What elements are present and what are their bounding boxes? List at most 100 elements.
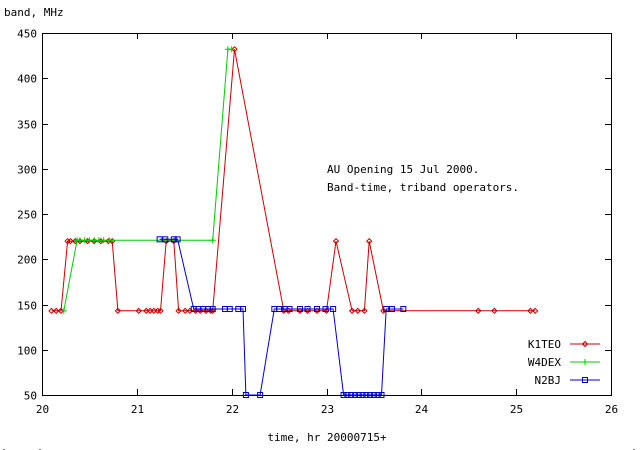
data-point	[209, 307, 216, 315]
data-point	[209, 237, 216, 244]
x-tick-label: 25	[510, 403, 523, 416]
x-axis: 20 21 22 23 24 25 26	[36, 33, 618, 416]
data-point	[192, 307, 199, 315]
y-tick-label: 50	[24, 390, 37, 403]
y-tick-label: 200	[17, 254, 37, 267]
data-point	[240, 306, 247, 313]
data-point	[365, 237, 373, 245]
data-point	[388, 306, 395, 313]
legend-item-n2bj: N2BJ	[535, 374, 600, 387]
x-tick-label: 22	[226, 403, 239, 416]
data-point	[378, 392, 385, 398]
x-tick-label: 23	[321, 403, 334, 416]
data-point	[348, 307, 356, 315]
data-point	[340, 392, 347, 398]
data-point	[491, 307, 498, 315]
data-point	[135, 307, 142, 315]
data-point	[370, 392, 377, 398]
data-point	[344, 392, 351, 398]
y-tick-label: 300	[17, 164, 37, 177]
data-point	[207, 307, 215, 315]
legend: K1TEO W4DEX N2BJ	[528, 338, 600, 387]
data-point	[367, 392, 374, 398]
y-tick-label: 100	[17, 345, 37, 358]
data-point	[314, 306, 321, 313]
series-layer	[48, 46, 539, 398]
data-point	[304, 306, 311, 313]
data-point	[330, 306, 337, 313]
data-point	[354, 307, 362, 315]
data-point	[332, 237, 340, 245]
y-axis: 50 100 150 200 250 300 350 400 450	[17, 28, 611, 403]
data-point	[313, 307, 321, 315]
x-tick-label: 21	[131, 403, 144, 416]
data-point	[361, 307, 368, 315]
data-point	[114, 307, 122, 315]
data-point	[400, 306, 407, 313]
data-point	[48, 307, 55, 315]
legend-label: W4DEX	[528, 356, 561, 369]
data-point	[106, 237, 113, 244]
series-w4dex	[60, 46, 235, 314]
x-axis-label: time, hr 20000715+	[267, 431, 387, 444]
y-tick-label: 350	[17, 119, 37, 132]
data-point	[380, 307, 387, 315]
data-point	[181, 307, 189, 315]
data-point	[363, 392, 370, 398]
series-line	[159, 238, 404, 396]
y-tick-label: 400	[17, 73, 37, 86]
data-point	[53, 307, 60, 315]
data-point	[531, 307, 539, 315]
legend-item-k1teo: K1TEO	[528, 338, 600, 351]
series-n2bj	[156, 236, 407, 398]
y-tick-label: 150	[17, 300, 37, 313]
data-point	[296, 306, 303, 313]
data-point	[374, 392, 381, 398]
data-point	[156, 236, 163, 243]
data-point	[355, 392, 362, 398]
data-point	[197, 307, 204, 315]
data-point	[296, 307, 304, 315]
data-point	[175, 307, 182, 315]
legend-label: K1TEO	[528, 338, 561, 351]
data-point	[322, 306, 329, 313]
data-point	[527, 307, 534, 315]
data-point	[475, 307, 482, 315]
data-point	[157, 307, 164, 315]
data-point	[286, 306, 293, 313]
x-tick-label: 20	[36, 403, 49, 416]
y-tick-label: 450	[17, 28, 37, 41]
data-point	[276, 306, 283, 313]
data-point	[162, 236, 169, 243]
x-tick-label: 24	[415, 403, 429, 416]
data-point	[67, 237, 74, 245]
legend-item-w4dex: W4DEX	[528, 356, 600, 369]
data-point	[351, 392, 358, 398]
data-point	[359, 392, 366, 398]
data-point	[242, 392, 249, 398]
annotation-line-2: Band-time, triband operators.	[327, 181, 519, 194]
annotation-line-1: AU Opening 15 Jul 2000.	[327, 163, 479, 176]
data-point	[202, 307, 210, 315]
data-point	[304, 307, 311, 315]
x-tick-label: 26	[605, 403, 618, 416]
data-point	[257, 392, 264, 398]
data-point	[170, 236, 177, 243]
data-point	[383, 306, 390, 313]
legend-marker	[582, 359, 588, 365]
legend-marker	[581, 340, 589, 348]
data-point	[348, 392, 355, 398]
data-point	[174, 236, 181, 243]
data-point	[57, 307, 65, 315]
legend-marker	[582, 377, 588, 383]
y-tick-label: 250	[17, 209, 37, 222]
data-point	[231, 46, 238, 53]
data-point	[209, 306, 216, 313]
data-point	[60, 307, 67, 314]
data-point	[100, 237, 107, 244]
legend-label: N2BJ	[535, 374, 562, 387]
data-point	[226, 306, 233, 313]
data-point	[228, 46, 235, 53]
